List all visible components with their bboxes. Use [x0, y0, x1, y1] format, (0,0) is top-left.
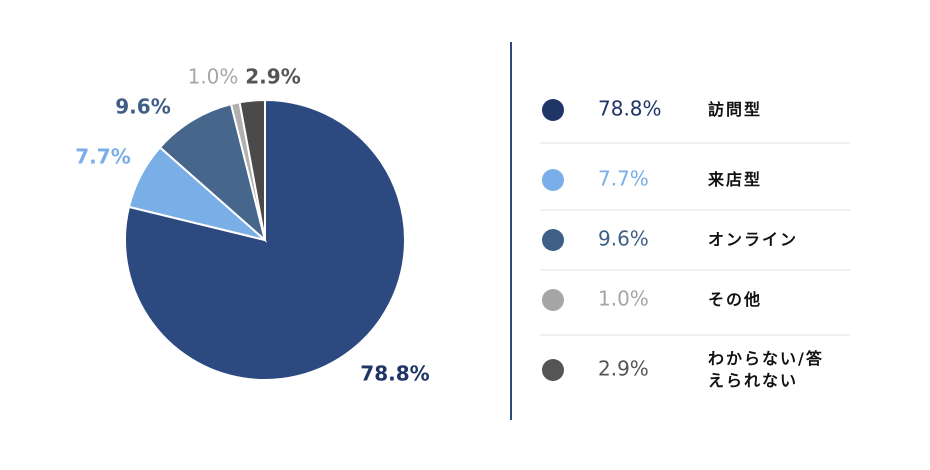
value-label: 9.6% [115, 95, 170, 119]
legend-value: 2.9% [598, 357, 649, 381]
legend-marker [542, 99, 564, 121]
legend-marker [542, 229, 564, 251]
legend-label: 訪問型 [708, 100, 763, 119]
legend-value: 7.7% [598, 167, 649, 191]
legend-label: 来店型 [708, 170, 763, 189]
legend-marker [542, 289, 564, 311]
value-label: 7.7% [75, 145, 130, 169]
pie-slice [238, 98, 266, 241]
legend-marker [542, 359, 564, 381]
legend-label: その他 [708, 290, 763, 309]
legend-value: 1.0% [598, 287, 649, 311]
legend-label: わからない/答えられない [708, 349, 824, 390]
legend-marker [542, 169, 564, 191]
value-label: 2.9% [245, 65, 300, 89]
value-label: 78.8% [360, 362, 429, 386]
legend-value: 9.6% [598, 227, 649, 251]
legend-value: 78.8% [598, 97, 662, 121]
value-label: 1.0% [188, 65, 239, 89]
legend-label: オンライン [708, 230, 799, 249]
